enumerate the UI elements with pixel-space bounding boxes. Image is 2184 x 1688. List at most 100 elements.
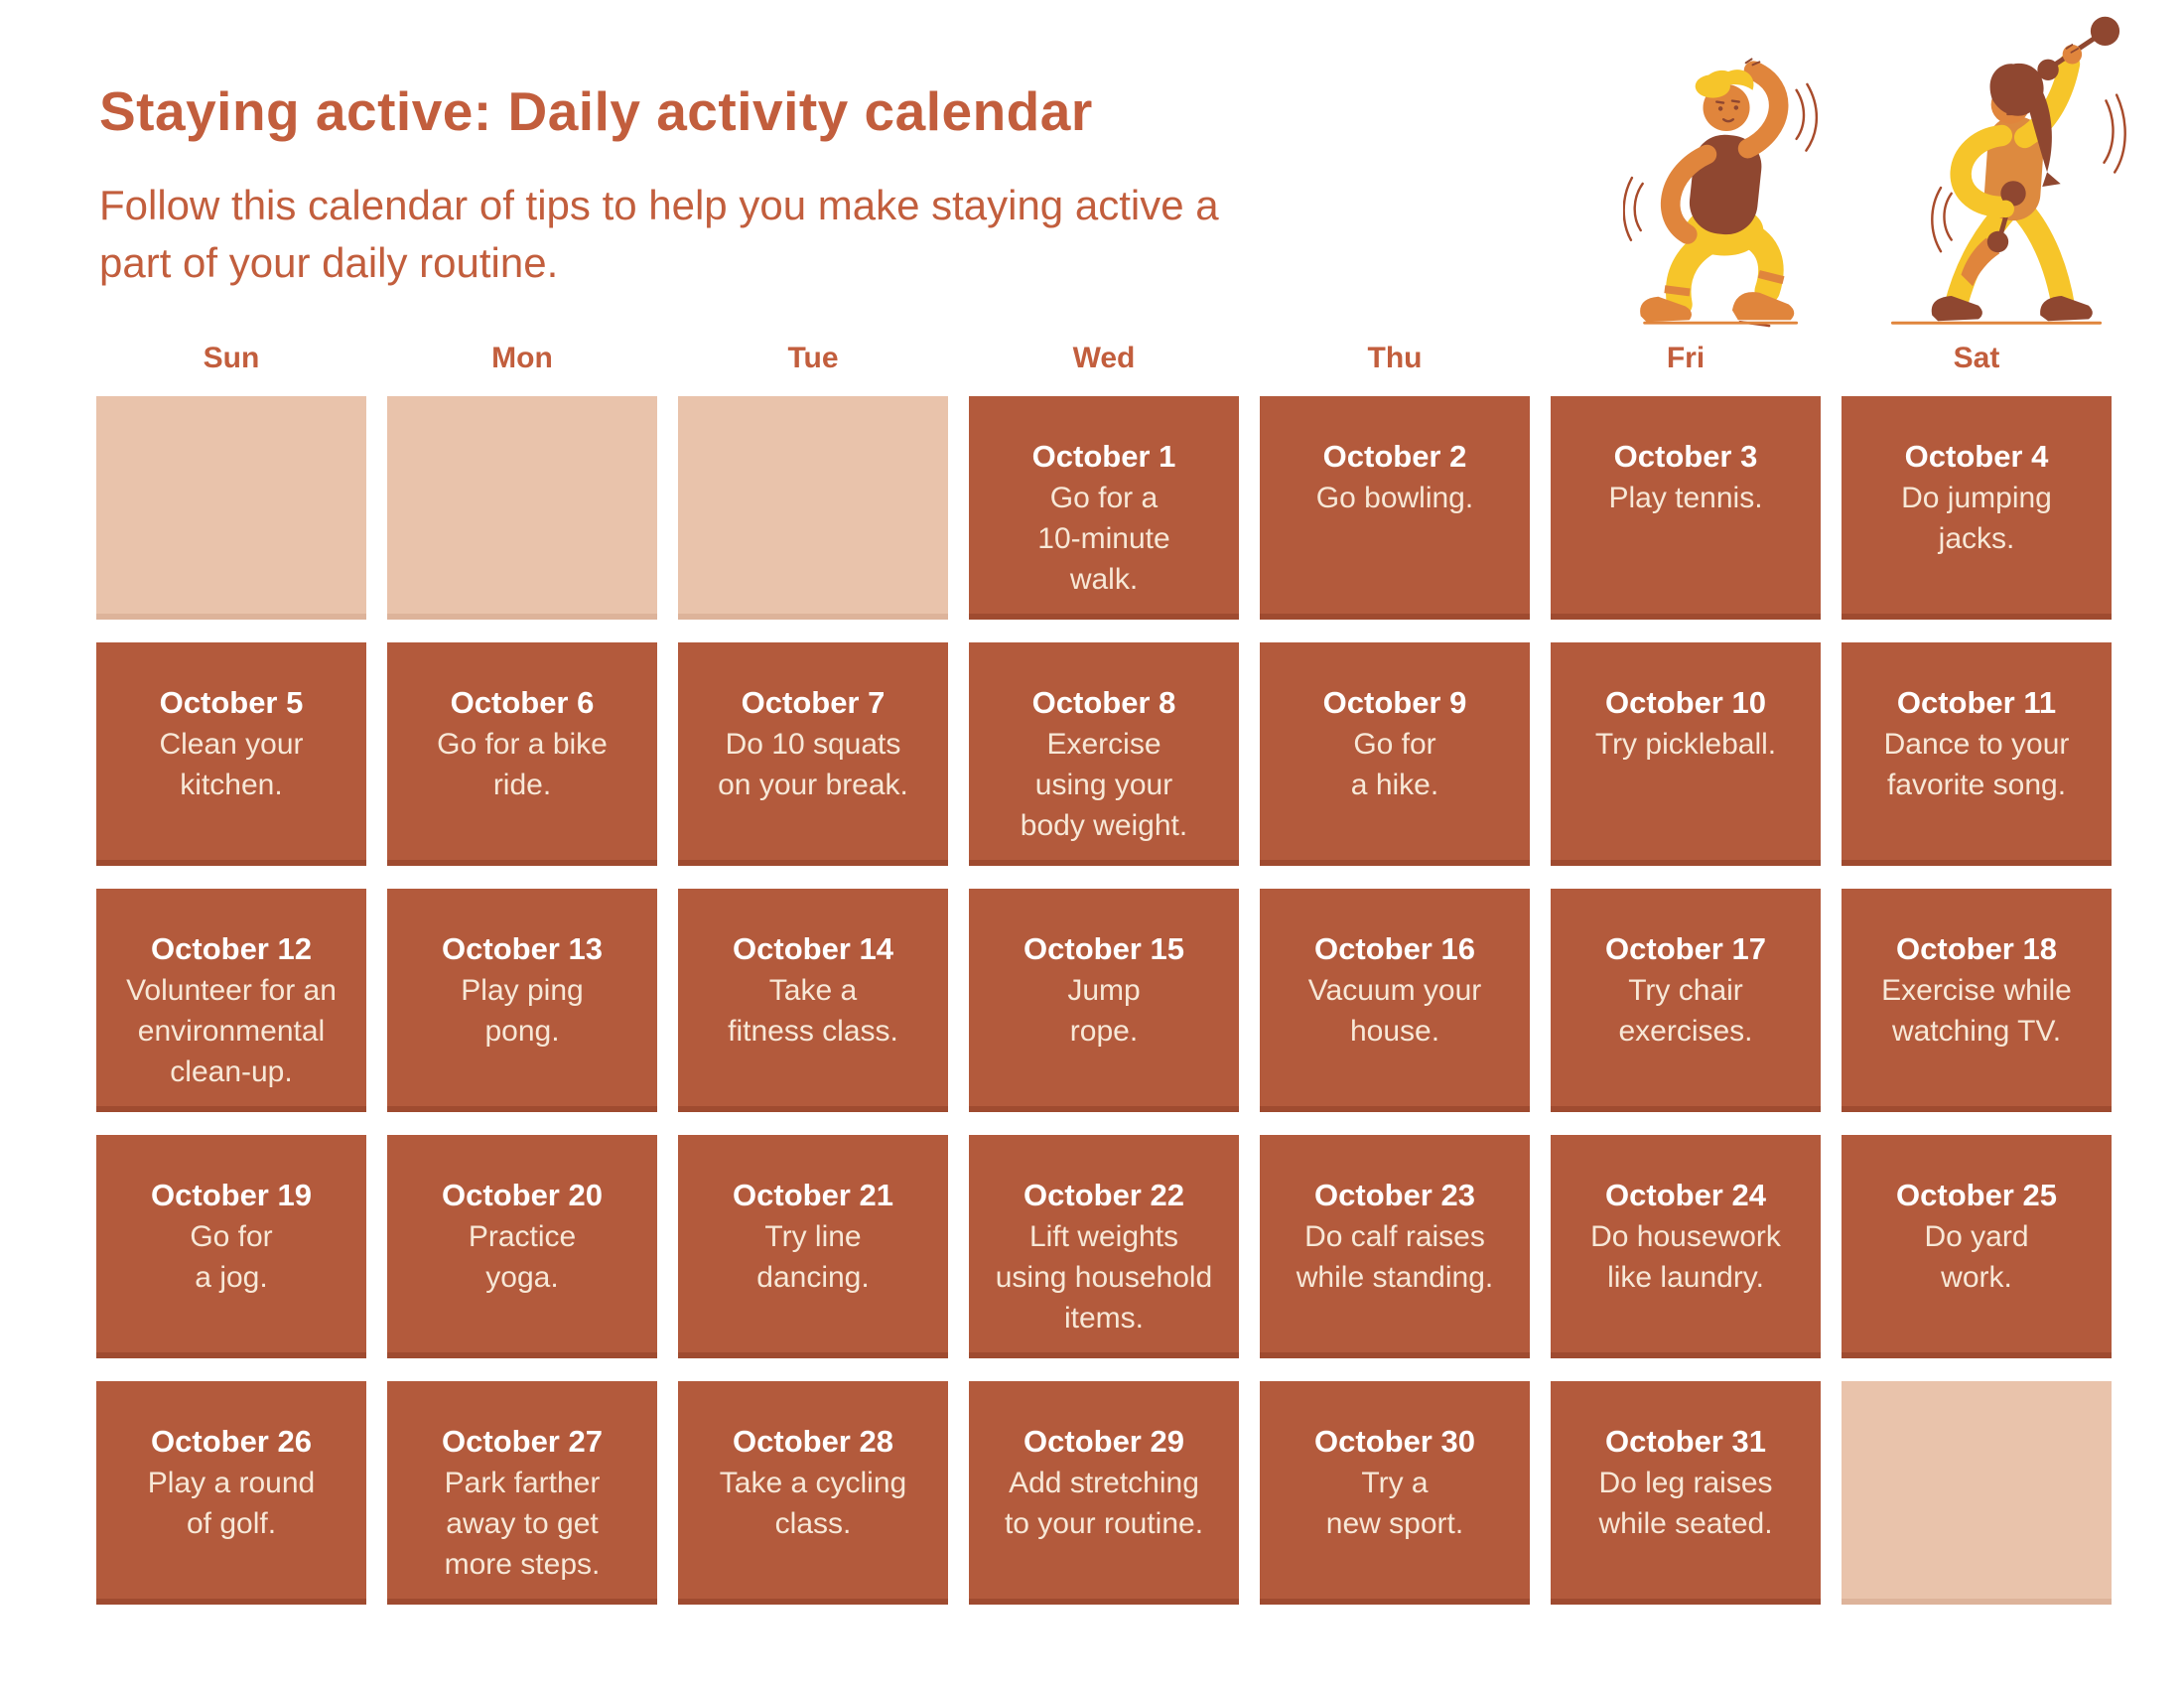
cell-activity: Vacuum your house. — [1307, 973, 1482, 1048]
cell-date: October 1 — [1031, 439, 1176, 474]
calendar-cell: October 29 Add stretching to your routine… — [969, 1381, 1239, 1605]
cell-activity: Do housework like laundry. — [1590, 1219, 1781, 1294]
cell-date: October 24 — [1605, 1178, 1766, 1212]
calendar-grid: October 1 Go for a 10-minute walk. October… — [96, 396, 2114, 1605]
cell-activity: Take a cycling class. — [719, 1466, 907, 1540]
cell-date: October 11 — [1896, 685, 2057, 720]
cell-activity: Try line dancing. — [756, 1219, 870, 1294]
calendar-cell: October 28 Take a cycling class. — [678, 1381, 948, 1605]
arms — [1950, 53, 2081, 218]
cell-date: October 22 — [1024, 1178, 1184, 1212]
cell-activity: Play tennis. — [1608, 481, 1763, 514]
cell-activity: Go bowling. — [1315, 481, 1474, 514]
cell-activity: Go for a hike. — [1350, 727, 1439, 801]
knee-patch — [1961, 237, 2000, 287]
cell-activity: Add stretching to your routine. — [1004, 1466, 1204, 1540]
cell-activity: Try a new sport. — [1325, 1466, 1464, 1540]
calendar-cell: October 9 Go for a hike. — [1260, 642, 1530, 866]
cell-date: October 3 — [1613, 439, 1758, 474]
calendar-cell: October 14 Take a fitness class. — [678, 889, 948, 1112]
cell-activity: Try chair exercises. — [1618, 973, 1753, 1048]
activity-calendar: Sun Mon Tue Wed Thu Fri Sat October 1 Go … — [96, 341, 2114, 1605]
cell-date: October 4 — [1904, 439, 2049, 474]
cell-date: October 8 — [1031, 685, 1176, 720]
shoes — [1640, 292, 1795, 323]
hair — [1695, 70, 1754, 98]
cell-activity: Exercise using your body weight. — [1020, 727, 1188, 843]
day-header-tue: Tue — [787, 342, 839, 374]
cell-date: October 23 — [1314, 1178, 1475, 1212]
cell-activity: Volunteer for an environmental clean-up. — [126, 973, 337, 1089]
day-header-wed: Wed — [1072, 342, 1136, 374]
calendar-empty-cell — [1842, 1381, 2112, 1605]
calendar-cell: October 3 Play tennis. — [1551, 396, 1821, 620]
calendar-cell: October 23 Do calf raises while standing. — [1260, 1135, 1530, 1358]
cell-date: October 17 — [1605, 931, 1766, 966]
calendar-cell: October 25 Do yard work. — [1842, 1135, 2112, 1358]
cell-activity: Try pickleball. — [1594, 727, 1777, 761]
calendar-cell: October 1 Go for a 10-minute walk. — [969, 396, 1239, 620]
cell-date: October 26 — [151, 1424, 312, 1459]
arms — [1660, 61, 1789, 244]
calendar-cell: October 2 Go bowling. — [1260, 396, 1530, 620]
cell-activity: Clean your kitchen. — [159, 727, 304, 801]
calendar-cell: October 17 Try chair exercises. — [1551, 889, 1821, 1112]
calendar-cell: October 7 Do 10 squats on your break. — [678, 642, 948, 866]
calendar-cell: October 12 Volunteer for an environmental… — [96, 889, 366, 1112]
calendar-empty-cell — [387, 396, 657, 620]
cell-date: October 30 — [1314, 1424, 1475, 1459]
calendar-cell: October 21 Try line dancing. — [678, 1135, 948, 1358]
cell-activity: Do yard work. — [1924, 1219, 2029, 1294]
cell-date: October 28 — [733, 1424, 893, 1459]
page-subtitle: Follow this calendar of tips to help you… — [99, 182, 1219, 286]
cell-date: October 13 — [442, 931, 603, 966]
cell-activity: Do leg raises while seated. — [1598, 1466, 1773, 1540]
cell-date: October 15 — [1024, 931, 1184, 966]
cell-date: October 9 — [1322, 685, 1467, 720]
day-header-thu: Thu — [1367, 342, 1423, 374]
calendar-cell: October 11 Dance to your favorite song. — [1842, 642, 2112, 866]
header-illustrations — [1608, 0, 2164, 343]
calendar-cell: October 18 Exercise while watching TV. — [1842, 889, 2112, 1112]
calendar-cell: October 4 Do jumping jacks. — [1842, 396, 2112, 620]
cell-date: October 6 — [450, 685, 595, 720]
raised-dumbbell — [2037, 16, 2120, 80]
woman-dumbbell-illustration — [1890, 16, 2126, 325]
cell-date: October 31 — [1605, 1424, 1766, 1459]
day-header-fri: Fri — [1666, 342, 1706, 374]
cell-date: October 21 — [733, 1178, 893, 1212]
cell-activity: Do calf raises while standing. — [1296, 1219, 1494, 1294]
day-header-row: Sun Mon Tue Wed Thu Fri Sat — [96, 341, 2114, 376]
cell-activity: Go for a 10-minute walk. — [1037, 481, 1170, 597]
calendar-cell: October 16 Vacuum your house. — [1260, 889, 1530, 1112]
cell-date: October 25 — [1896, 1178, 2057, 1212]
calendar-cell: October 5 Clean your kitchen. — [96, 642, 366, 866]
cell-date: October 29 — [1024, 1424, 1184, 1459]
cell-date: October 2 — [1322, 439, 1467, 474]
day-header-sun: Sun — [203, 342, 260, 374]
cell-date: October 27 — [442, 1424, 603, 1459]
cell-date: October 10 — [1605, 685, 1766, 720]
cell-activity: Go for a jog. — [190, 1219, 273, 1294]
pant-stripes — [1664, 270, 1785, 297]
day-header-mon: Mon — [491, 342, 553, 374]
waist-dumbbell — [1986, 181, 2026, 253]
page-title: Staying active: Daily activity calendar — [99, 80, 1093, 142]
cell-date: October 14 — [733, 931, 893, 966]
cell-date: October 19 — [151, 1178, 312, 1212]
cell-activity: Jump rope. — [1067, 973, 1141, 1048]
cell-activity: Do 10 squats on your break. — [718, 727, 908, 801]
calendar-cell: October 8 Exercise using your body weight… — [969, 642, 1239, 866]
cell-activity: Do jumping jacks. — [1901, 481, 2052, 555]
calendar-cell: October 30 Try a new sport. — [1260, 1381, 1530, 1605]
calendar-cell: October 24 Do housework like laundry. — [1551, 1135, 1821, 1358]
cell-activity: Dance to your favorite song. — [1883, 727, 2070, 801]
cell-date: October 5 — [159, 685, 304, 720]
calendar-cell: October 19 Go for a jog. — [96, 1135, 366, 1358]
calendar-cell: October 27 Park farther away to get more … — [387, 1381, 657, 1605]
cell-activity: Play ping pong. — [461, 973, 584, 1048]
calendar-cell: October 10 Try pickleball. — [1551, 642, 1821, 866]
cell-activity: Go for a bike ride. — [437, 727, 608, 801]
calendar-cell: October 13 Play ping pong. — [387, 889, 657, 1112]
calendar-cell: October 22 Lift weights using household i… — [969, 1135, 1239, 1358]
